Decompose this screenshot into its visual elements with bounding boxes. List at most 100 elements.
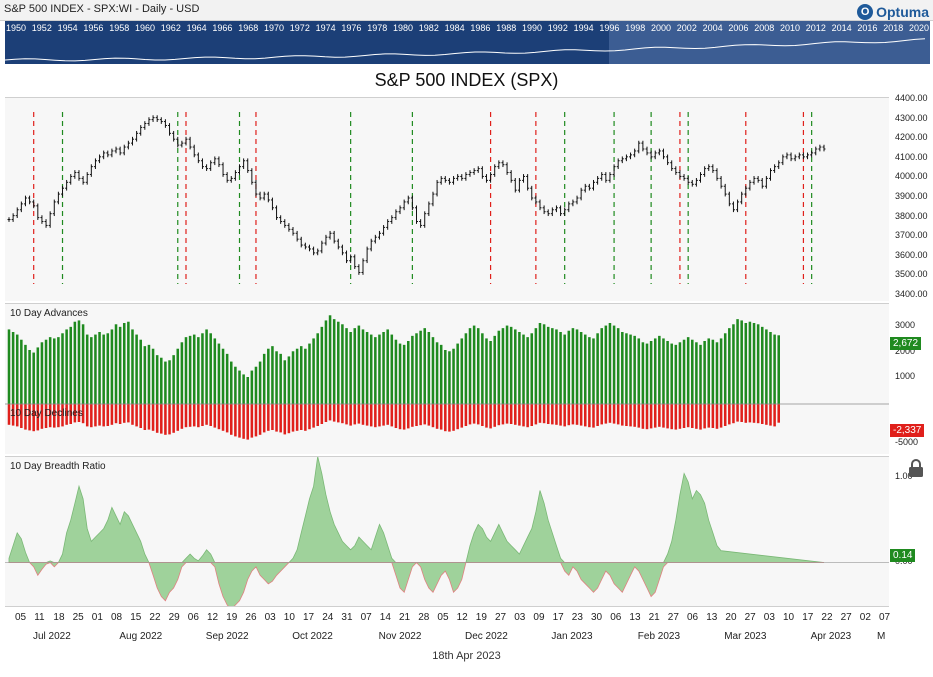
price-y-tick: 4100.00 bbox=[895, 151, 928, 162]
date-day-tick: 31 bbox=[341, 612, 353, 623]
date-day-tick: 03 bbox=[264, 612, 276, 623]
advances-bar bbox=[254, 366, 258, 404]
advances-bar bbox=[497, 330, 501, 404]
declines-bar bbox=[213, 404, 217, 428]
advances-bar bbox=[230, 361, 233, 404]
advances-bar bbox=[423, 328, 427, 404]
declines-bar bbox=[85, 404, 89, 427]
overview-year: 1972 bbox=[289, 23, 310, 33]
declines-bar bbox=[341, 404, 344, 424]
declines-bar bbox=[24, 404, 27, 430]
date-month-tick: Aug 2022 bbox=[119, 631, 163, 642]
date-day-tick: 17 bbox=[303, 612, 315, 623]
window-title: S&P 500 INDEX - SPX:WI - Daily - USD bbox=[4, 3, 200, 15]
price-y-tick: 4000.00 bbox=[895, 171, 928, 182]
breadth-negative-area bbox=[8, 562, 825, 607]
declines-bar bbox=[691, 404, 694, 428]
advances-bar bbox=[7, 329, 11, 404]
advances-bar bbox=[645, 343, 649, 404]
declines-bar bbox=[666, 404, 669, 429]
declines-bar bbox=[168, 404, 171, 435]
advances-y-tick: 3000 bbox=[895, 319, 916, 330]
lock-icon[interactable] bbox=[906, 458, 926, 478]
price-y-tick: 3900.00 bbox=[895, 191, 928, 201]
declines-bar bbox=[723, 404, 727, 426]
declines-bar bbox=[160, 404, 163, 434]
price-y-tick: 3700.00 bbox=[895, 230, 928, 241]
declines-bar bbox=[53, 404, 56, 428]
overview-line bbox=[5, 38, 926, 62]
declines-bar bbox=[291, 404, 295, 432]
overview-year: 2018 bbox=[883, 23, 904, 33]
advances-bar bbox=[649, 341, 653, 404]
advances-bar bbox=[448, 351, 451, 404]
declines-bar bbox=[468, 404, 472, 425]
declines-bar bbox=[740, 404, 743, 422]
date-month-tick: Mar 2023 bbox=[724, 631, 767, 642]
declines-bar bbox=[143, 404, 147, 430]
declines-bar bbox=[225, 404, 229, 433]
declines-bar bbox=[699, 404, 702, 430]
declines-bar bbox=[530, 404, 534, 426]
advances-bar bbox=[514, 329, 517, 404]
advances-bar bbox=[44, 339, 48, 404]
advances-bar bbox=[172, 355, 175, 404]
declines-bar bbox=[625, 404, 628, 426]
declines-bar bbox=[472, 404, 476, 424]
declines-bar bbox=[662, 404, 665, 428]
overview-year: 2016 bbox=[857, 23, 878, 33]
advances-bar bbox=[65, 329, 68, 404]
advances-bar bbox=[69, 326, 73, 404]
advances-bar bbox=[188, 335, 192, 404]
date-axis[interactable]: 05 11 18 25 01 08 15 22 29 06 12 19 26 03 10 17 24 31 07 14… bbox=[5, 606, 890, 647]
advances-bar bbox=[110, 329, 114, 404]
overview-year: 1976 bbox=[341, 23, 362, 33]
date-day-tick: 03 bbox=[763, 612, 775, 623]
advances-bar bbox=[538, 323, 542, 404]
advances-bar bbox=[332, 319, 336, 404]
advances-bar bbox=[386, 329, 389, 404]
declines-bar bbox=[267, 404, 270, 431]
advances-bar bbox=[345, 328, 348, 404]
advances-declines-chart bbox=[5, 315, 889, 440]
declines-bar bbox=[649, 404, 653, 429]
advances-bar bbox=[509, 326, 513, 404]
declines-bar bbox=[283, 404, 287, 435]
advances-bar bbox=[736, 319, 739, 404]
advances-bar bbox=[600, 328, 603, 404]
declines-bar bbox=[312, 404, 315, 428]
price-panel[interactable] bbox=[5, 97, 889, 301]
advances-bar bbox=[225, 353, 229, 404]
advances-declines-panel[interactable]: 10 Day Advances 10 Day Declines bbox=[5, 303, 889, 454]
declines-bar bbox=[147, 404, 151, 430]
declines-bar bbox=[328, 404, 332, 421]
overview-navigator[interactable]: 1950 1952 1954 1956 1958 1960 1962 1964 1966 1968… bbox=[5, 21, 930, 64]
advances-bar bbox=[24, 344, 27, 404]
advances-bar bbox=[629, 334, 632, 404]
breadth-ratio-panel[interactable]: 10 Day Breadth Ratio bbox=[5, 456, 889, 607]
declines-bar bbox=[81, 404, 85, 424]
declines-bar bbox=[139, 404, 142, 428]
declines-bar bbox=[682, 404, 686, 428]
declines-bar bbox=[728, 404, 731, 425]
advances-bar bbox=[715, 342, 719, 404]
advances-bar bbox=[11, 332, 15, 404]
advances-bar bbox=[28, 350, 31, 404]
advances-bar bbox=[283, 360, 287, 404]
declines-bar bbox=[36, 404, 40, 431]
footer-date: 18th Apr 2023 bbox=[432, 650, 501, 662]
date-month-tick: Nov 2022 bbox=[378, 631, 422, 642]
overview-year: 1974 bbox=[315, 23, 336, 33]
declines-bar bbox=[230, 404, 233, 435]
price-y-tick: 3800.00 bbox=[895, 210, 928, 221]
overview-history-line bbox=[5, 38, 926, 62]
declines-bar bbox=[633, 404, 636, 427]
advances-bar bbox=[472, 325, 476, 404]
advances-bar bbox=[378, 334, 381, 404]
advances-bar bbox=[369, 334, 373, 404]
breadth-ratio-label: 10 Day Breadth Ratio bbox=[10, 461, 106, 472]
advances-bar bbox=[151, 348, 155, 404]
declines-bar bbox=[28, 404, 31, 431]
advances-bar bbox=[118, 326, 122, 404]
